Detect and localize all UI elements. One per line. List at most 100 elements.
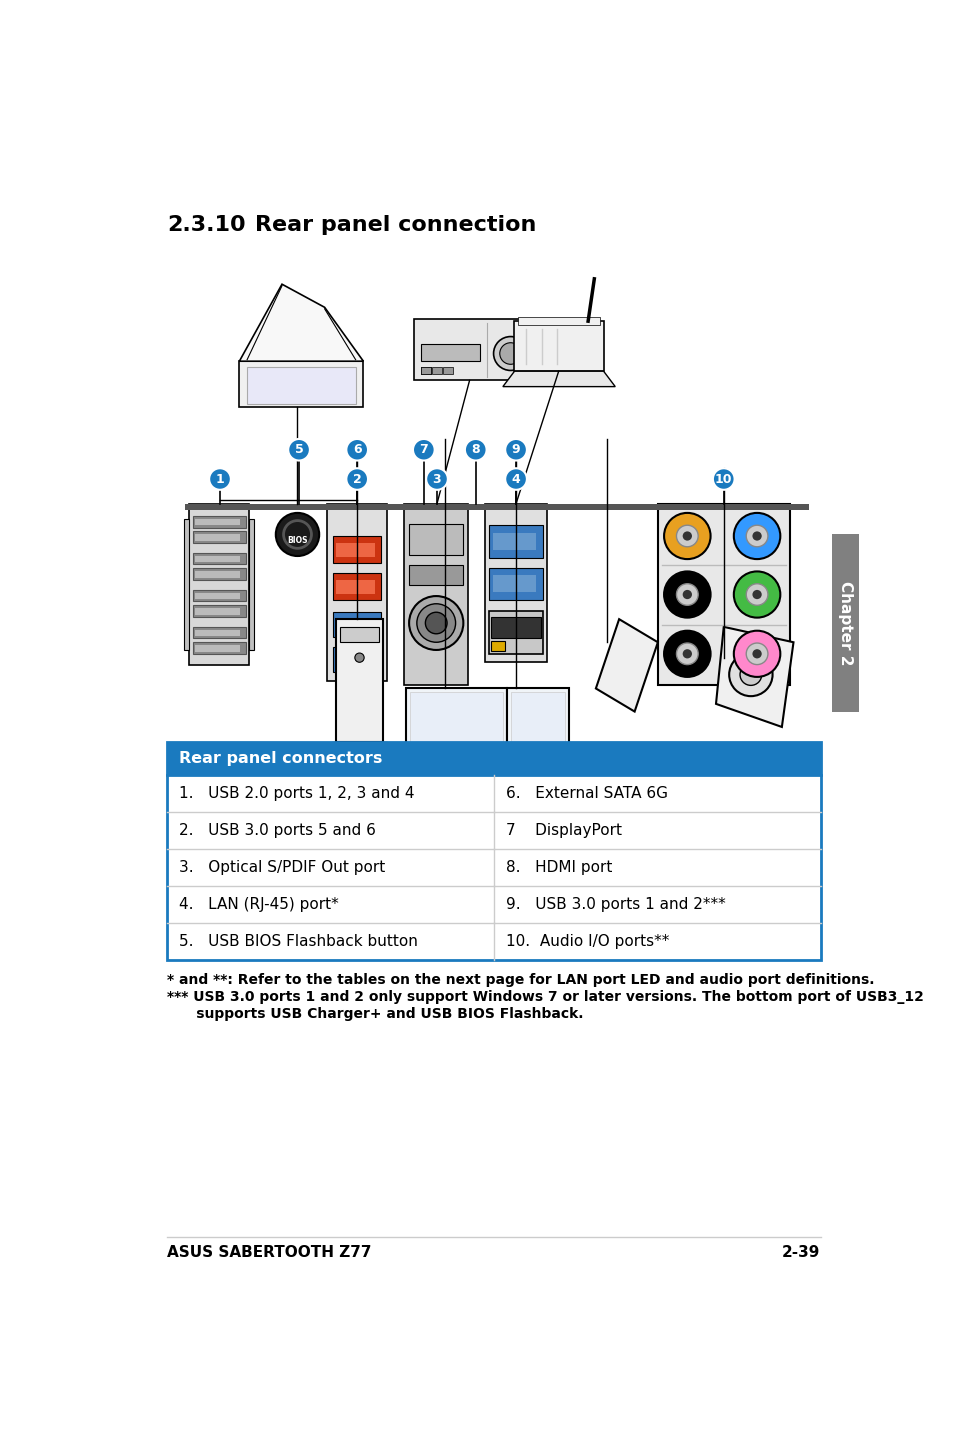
Bar (658, 503, 789, 684)
Bar (333, 536, 381, 562)
Text: 10.  Audio I/O ports**: 10. Audio I/O ports** (505, 933, 668, 949)
Bar (406, 689, 506, 765)
Text: Rear panel connectors: Rear panel connectors (179, 751, 382, 766)
Bar (432, 367, 441, 374)
Bar (195, 630, 240, 636)
Bar (421, 367, 431, 374)
Bar (409, 525, 463, 555)
Circle shape (663, 571, 710, 617)
Bar (195, 608, 240, 614)
Circle shape (464, 439, 486, 460)
Text: ASUS SABERTOOTH Z77: ASUS SABERTOOTH Z77 (167, 1245, 372, 1260)
Text: 5.   USB BIOS Flashback button: 5. USB BIOS Flashback button (179, 933, 417, 949)
Polygon shape (239, 285, 363, 361)
Bar (484, 503, 546, 661)
Circle shape (728, 653, 772, 696)
Bar (195, 557, 240, 562)
Bar (184, 519, 189, 650)
Text: 9: 9 (511, 443, 519, 456)
Circle shape (346, 469, 368, 490)
Bar (488, 568, 542, 600)
Circle shape (425, 613, 447, 634)
Circle shape (733, 513, 780, 559)
Bar (517, 318, 599, 325)
Circle shape (409, 597, 463, 650)
Bar (510, 692, 564, 785)
Polygon shape (433, 774, 479, 781)
Circle shape (682, 649, 691, 659)
Bar (488, 525, 542, 558)
Bar (421, 367, 431, 374)
Bar (488, 611, 542, 654)
Bar (195, 592, 240, 600)
Bar (332, 742, 386, 754)
Circle shape (413, 439, 435, 460)
Circle shape (499, 342, 521, 364)
Text: 4.   LAN (RJ-45) port*: 4. LAN (RJ-45) port* (179, 896, 338, 912)
Text: 3: 3 (433, 473, 441, 486)
Bar (193, 605, 245, 617)
Bar (193, 516, 245, 528)
Circle shape (676, 643, 698, 664)
Bar (335, 618, 375, 631)
Bar (443, 367, 452, 374)
Text: supports USB Charger+ and USB BIOS Flashback.: supports USB Charger+ and USB BIOS Flash… (167, 1007, 583, 1021)
Text: 6.   External SATA 6G: 6. External SATA 6G (505, 785, 667, 801)
Circle shape (663, 631, 710, 677)
Bar (521, 798, 553, 804)
Circle shape (752, 649, 760, 659)
Bar (831, 535, 858, 712)
Bar (167, 742, 820, 775)
Circle shape (528, 785, 546, 804)
Polygon shape (239, 361, 363, 407)
Bar (493, 533, 536, 549)
Text: 6: 6 (353, 443, 361, 456)
Bar (335, 620, 382, 742)
Circle shape (682, 532, 691, 541)
Circle shape (740, 664, 760, 686)
Bar (193, 554, 245, 565)
Circle shape (275, 513, 319, 557)
Bar (421, 367, 431, 374)
Bar (493, 575, 536, 592)
Bar (333, 613, 381, 637)
Bar (327, 503, 387, 680)
Bar (452, 762, 459, 774)
Bar (506, 689, 568, 788)
Text: 2-39: 2-39 (781, 1245, 820, 1260)
Circle shape (752, 532, 760, 541)
Bar (167, 775, 820, 959)
Bar (335, 580, 375, 594)
Bar (335, 544, 375, 557)
Bar (410, 692, 502, 762)
Bar (195, 571, 240, 578)
Circle shape (505, 439, 526, 460)
Text: 3.   Optical S/PDIF Out port: 3. Optical S/PDIF Out port (179, 860, 385, 874)
Polygon shape (716, 627, 793, 728)
Bar (195, 646, 240, 651)
Bar (491, 641, 505, 651)
Text: * and **: Refer to the tables on the next page for LAN port LED and audio port d: * and **: Refer to the tables on the nex… (167, 974, 874, 988)
Circle shape (682, 590, 691, 600)
Bar (193, 627, 245, 638)
Circle shape (745, 584, 767, 605)
Polygon shape (502, 371, 615, 387)
Bar (185, 503, 808, 510)
Bar (421, 367, 431, 374)
Circle shape (676, 525, 698, 546)
Bar (514, 321, 603, 371)
Text: 9.   USB 3.0 ports 1 and 2***: 9. USB 3.0 ports 1 and 2*** (505, 896, 724, 912)
Bar (195, 519, 240, 525)
Circle shape (663, 513, 710, 559)
Bar (335, 653, 375, 666)
Bar (193, 590, 245, 601)
Bar (421, 344, 479, 361)
Circle shape (733, 631, 780, 677)
Text: 1: 1 (215, 473, 224, 486)
Bar (404, 503, 468, 684)
Bar (195, 535, 240, 541)
Bar (193, 568, 245, 580)
Circle shape (493, 336, 527, 371)
Bar (193, 532, 245, 544)
Circle shape (745, 525, 767, 546)
